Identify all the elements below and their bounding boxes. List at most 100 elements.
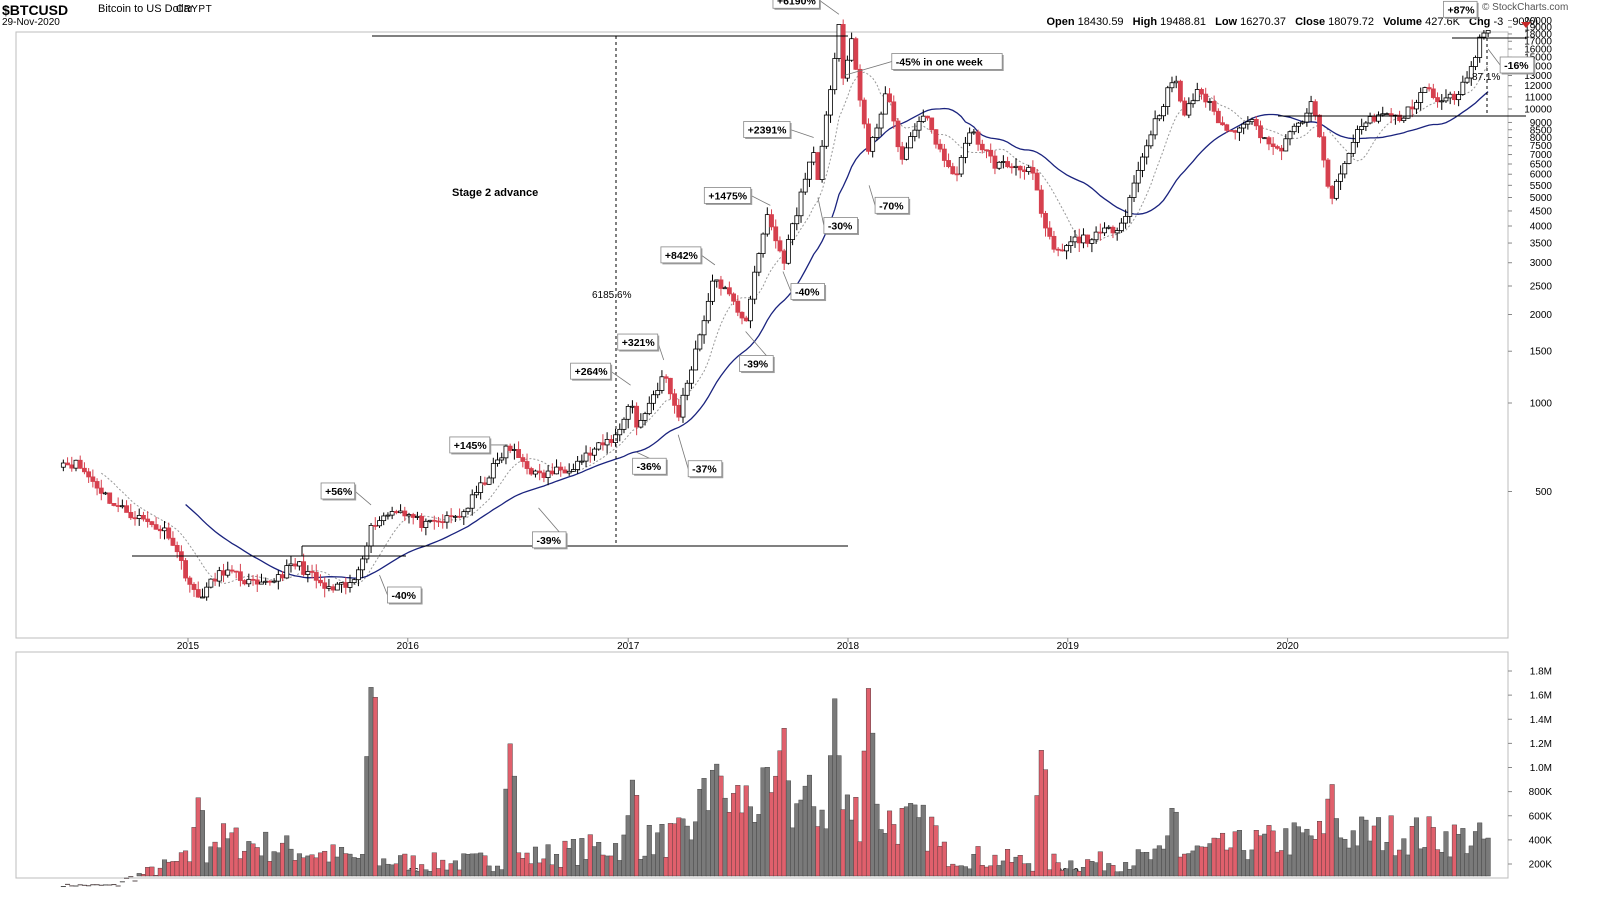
- volume-bar: [313, 857, 319, 877]
- volume-y-tick-label: 800K: [1529, 787, 1553, 798]
- volume-bar: [347, 853, 353, 877]
- candle-body: [1013, 165, 1019, 168]
- candle-body: [807, 161, 812, 180]
- candle-body: [1342, 163, 1348, 175]
- volume-bar: [731, 793, 737, 877]
- annotation-leader: [843, 61, 892, 76]
- candle-body: [849, 38, 855, 61]
- volume-bar: [1346, 847, 1352, 877]
- candle-body: [1081, 234, 1086, 244]
- volume-bar: [524, 852, 530, 877]
- volume-bar: [1093, 862, 1099, 877]
- volume-bar: [1257, 835, 1263, 877]
- candle-body: [398, 510, 403, 514]
- volume-bar: [1384, 842, 1390, 877]
- candle-body: [427, 519, 433, 522]
- volume-bar: [579, 838, 585, 877]
- candle-body: [415, 516, 420, 518]
- ohlc-close: Close 18079.72: [1295, 16, 1375, 28]
- volume-bar: [1186, 853, 1192, 877]
- volume-bar: [1177, 856, 1183, 877]
- volume-bar: [457, 869, 463, 877]
- volume-bar: [1241, 850, 1247, 877]
- candle-body: [242, 580, 248, 585]
- volume-bar: [1300, 832, 1306, 877]
- candle-body: [1452, 93, 1457, 101]
- candle-body: [511, 449, 517, 451]
- annotation-leader: [782, 271, 792, 292]
- candle-body: [895, 120, 901, 148]
- volume-bar: [1422, 847, 1428, 877]
- candle-body: [507, 445, 513, 451]
- x-tick-label: 2015: [177, 641, 200, 652]
- annotation-box: [320, 482, 356, 500]
- volume-bar: [1485, 837, 1491, 877]
- volume-bar: [739, 812, 745, 877]
- candle-body: [212, 578, 218, 582]
- candle-body: [1249, 119, 1255, 123]
- candle-body: [1477, 36, 1483, 58]
- annotation-label: +87%: [1447, 4, 1475, 16]
- volume-bar: [431, 852, 437, 877]
- volume-bar: [423, 869, 429, 877]
- volume-bar: [402, 853, 408, 877]
- volume-bar: [1144, 852, 1150, 877]
- volume-bar: [73, 885, 79, 887]
- volume-bar: [916, 817, 922, 877]
- volume-bar: [790, 827, 796, 877]
- candle-body: [1076, 236, 1082, 244]
- volume-bar: [591, 846, 597, 877]
- recent-percent-label: 87.1%: [1472, 72, 1500, 83]
- candle-body: [482, 482, 488, 485]
- volume-bar: [237, 858, 243, 877]
- candle-body: [600, 442, 606, 446]
- sma-30-line: [185, 91, 1489, 579]
- annotation-box: [387, 586, 422, 604]
- annotation-label: -16%: [1504, 60, 1529, 72]
- volume-bar: [233, 827, 239, 877]
- volume-bar: [1367, 840, 1373, 877]
- candle-body: [1430, 88, 1436, 98]
- y-tick-label: 12000: [1524, 81, 1552, 92]
- candle-body: [516, 449, 522, 458]
- volume-bar: [532, 846, 538, 877]
- candle-body: [339, 582, 344, 585]
- volume-bar: [1477, 822, 1483, 877]
- volume-bar: [499, 869, 505, 877]
- candle-body: [1000, 161, 1006, 163]
- candle-body: [1414, 102, 1419, 110]
- candle-body: [1203, 93, 1209, 103]
- volume-bar: [326, 861, 332, 877]
- volume-bar: [503, 788, 509, 877]
- volume-bar: [343, 853, 349, 877]
- volume-bar: [1451, 824, 1457, 877]
- candle-body: [844, 59, 850, 79]
- volume-bar: [1342, 839, 1348, 877]
- volume-bar: [958, 865, 964, 877]
- volume-bar: [301, 857, 307, 877]
- candle-body: [1447, 93, 1453, 99]
- candle-body: [107, 492, 113, 504]
- annotation-box: [874, 196, 910, 214]
- volume-bar: [1380, 850, 1386, 877]
- candle-body: [1363, 122, 1369, 127]
- volume-bar: [667, 823, 673, 877]
- annotation-label: +2391%: [748, 124, 787, 136]
- annotation-leader: [700, 254, 716, 266]
- volume-bar: [617, 860, 623, 877]
- volume-bar: [1030, 870, 1036, 877]
- volume-bar: [887, 810, 893, 877]
- candle-body: [984, 149, 989, 152]
- candle-body: [1102, 227, 1107, 234]
- candle-body: [1468, 66, 1474, 79]
- candle-body: [1359, 126, 1365, 130]
- candle-body: [1144, 145, 1150, 158]
- volume-bar: [853, 797, 859, 877]
- candle-body: [1072, 236, 1078, 243]
- candle-body: [946, 160, 951, 168]
- volume-bar: [1194, 845, 1200, 877]
- volume-bar: [566, 848, 572, 877]
- candle-body: [1258, 125, 1263, 139]
- volume-bar: [1418, 848, 1424, 877]
- y-tick-label: 18000: [1524, 29, 1552, 40]
